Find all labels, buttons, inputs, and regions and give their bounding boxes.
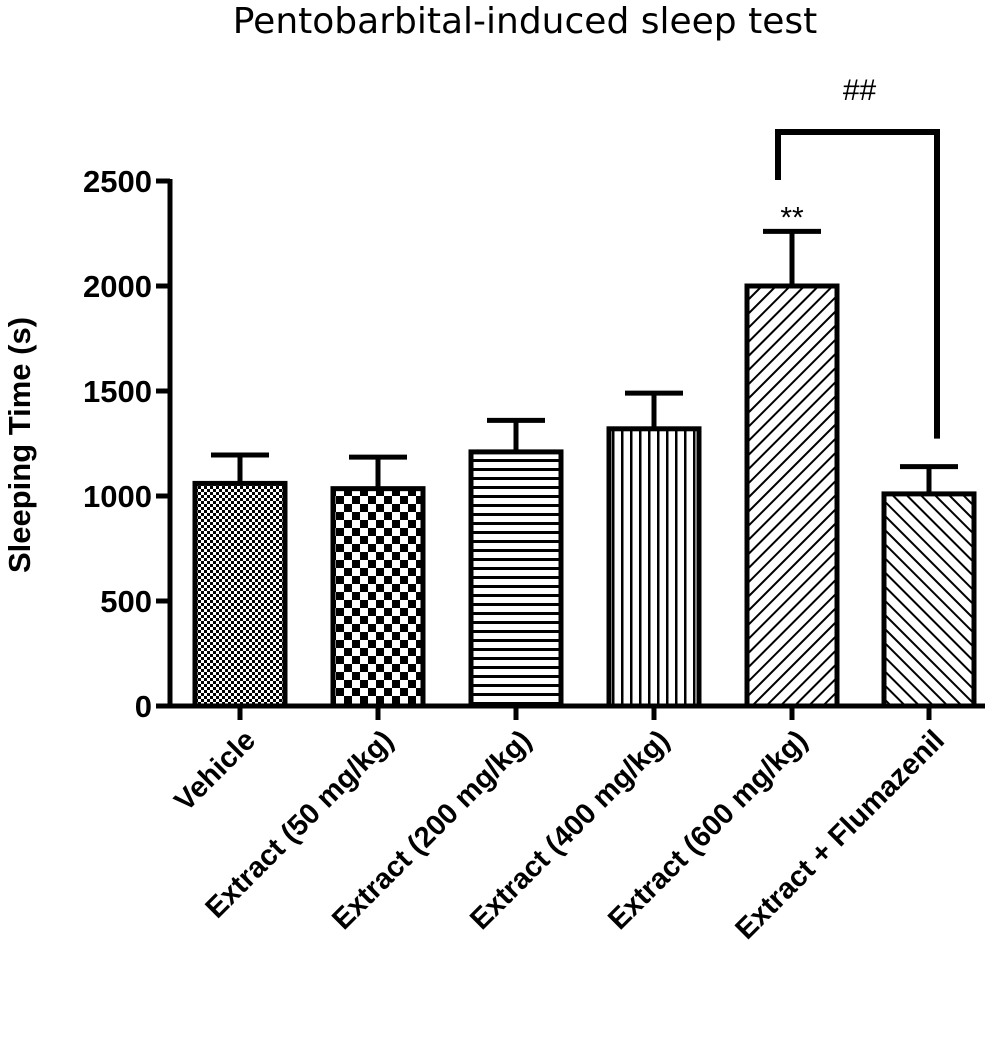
- bar: [468, 449, 564, 709]
- y-tick-label: 2000: [83, 269, 152, 304]
- y-tick-label: 0: [135, 689, 152, 724]
- bars: [192, 228, 977, 709]
- comparison-bracket: [775, 129, 940, 439]
- chart-title: Pentobarbital-induced sleep test: [233, 1, 817, 42]
- y-axis-label: Sleeping Time (s): [2, 317, 37, 573]
- significance-label: **: [780, 201, 804, 234]
- bar: [744, 283, 840, 709]
- y-tick-label: 500: [100, 584, 152, 619]
- annotations: ** ##: [775, 74, 940, 439]
- bar: [606, 426, 702, 709]
- y-tick-label: 1000: [83, 479, 152, 514]
- x-tick-label: Vehicle: [169, 724, 262, 817]
- y-tick-label: 2500: [83, 164, 152, 199]
- bar: [881, 491, 977, 709]
- bar: [330, 486, 426, 709]
- comparison-label: ##: [843, 74, 877, 107]
- y-tick-label: 1500: [83, 374, 152, 409]
- bar: [192, 480, 288, 709]
